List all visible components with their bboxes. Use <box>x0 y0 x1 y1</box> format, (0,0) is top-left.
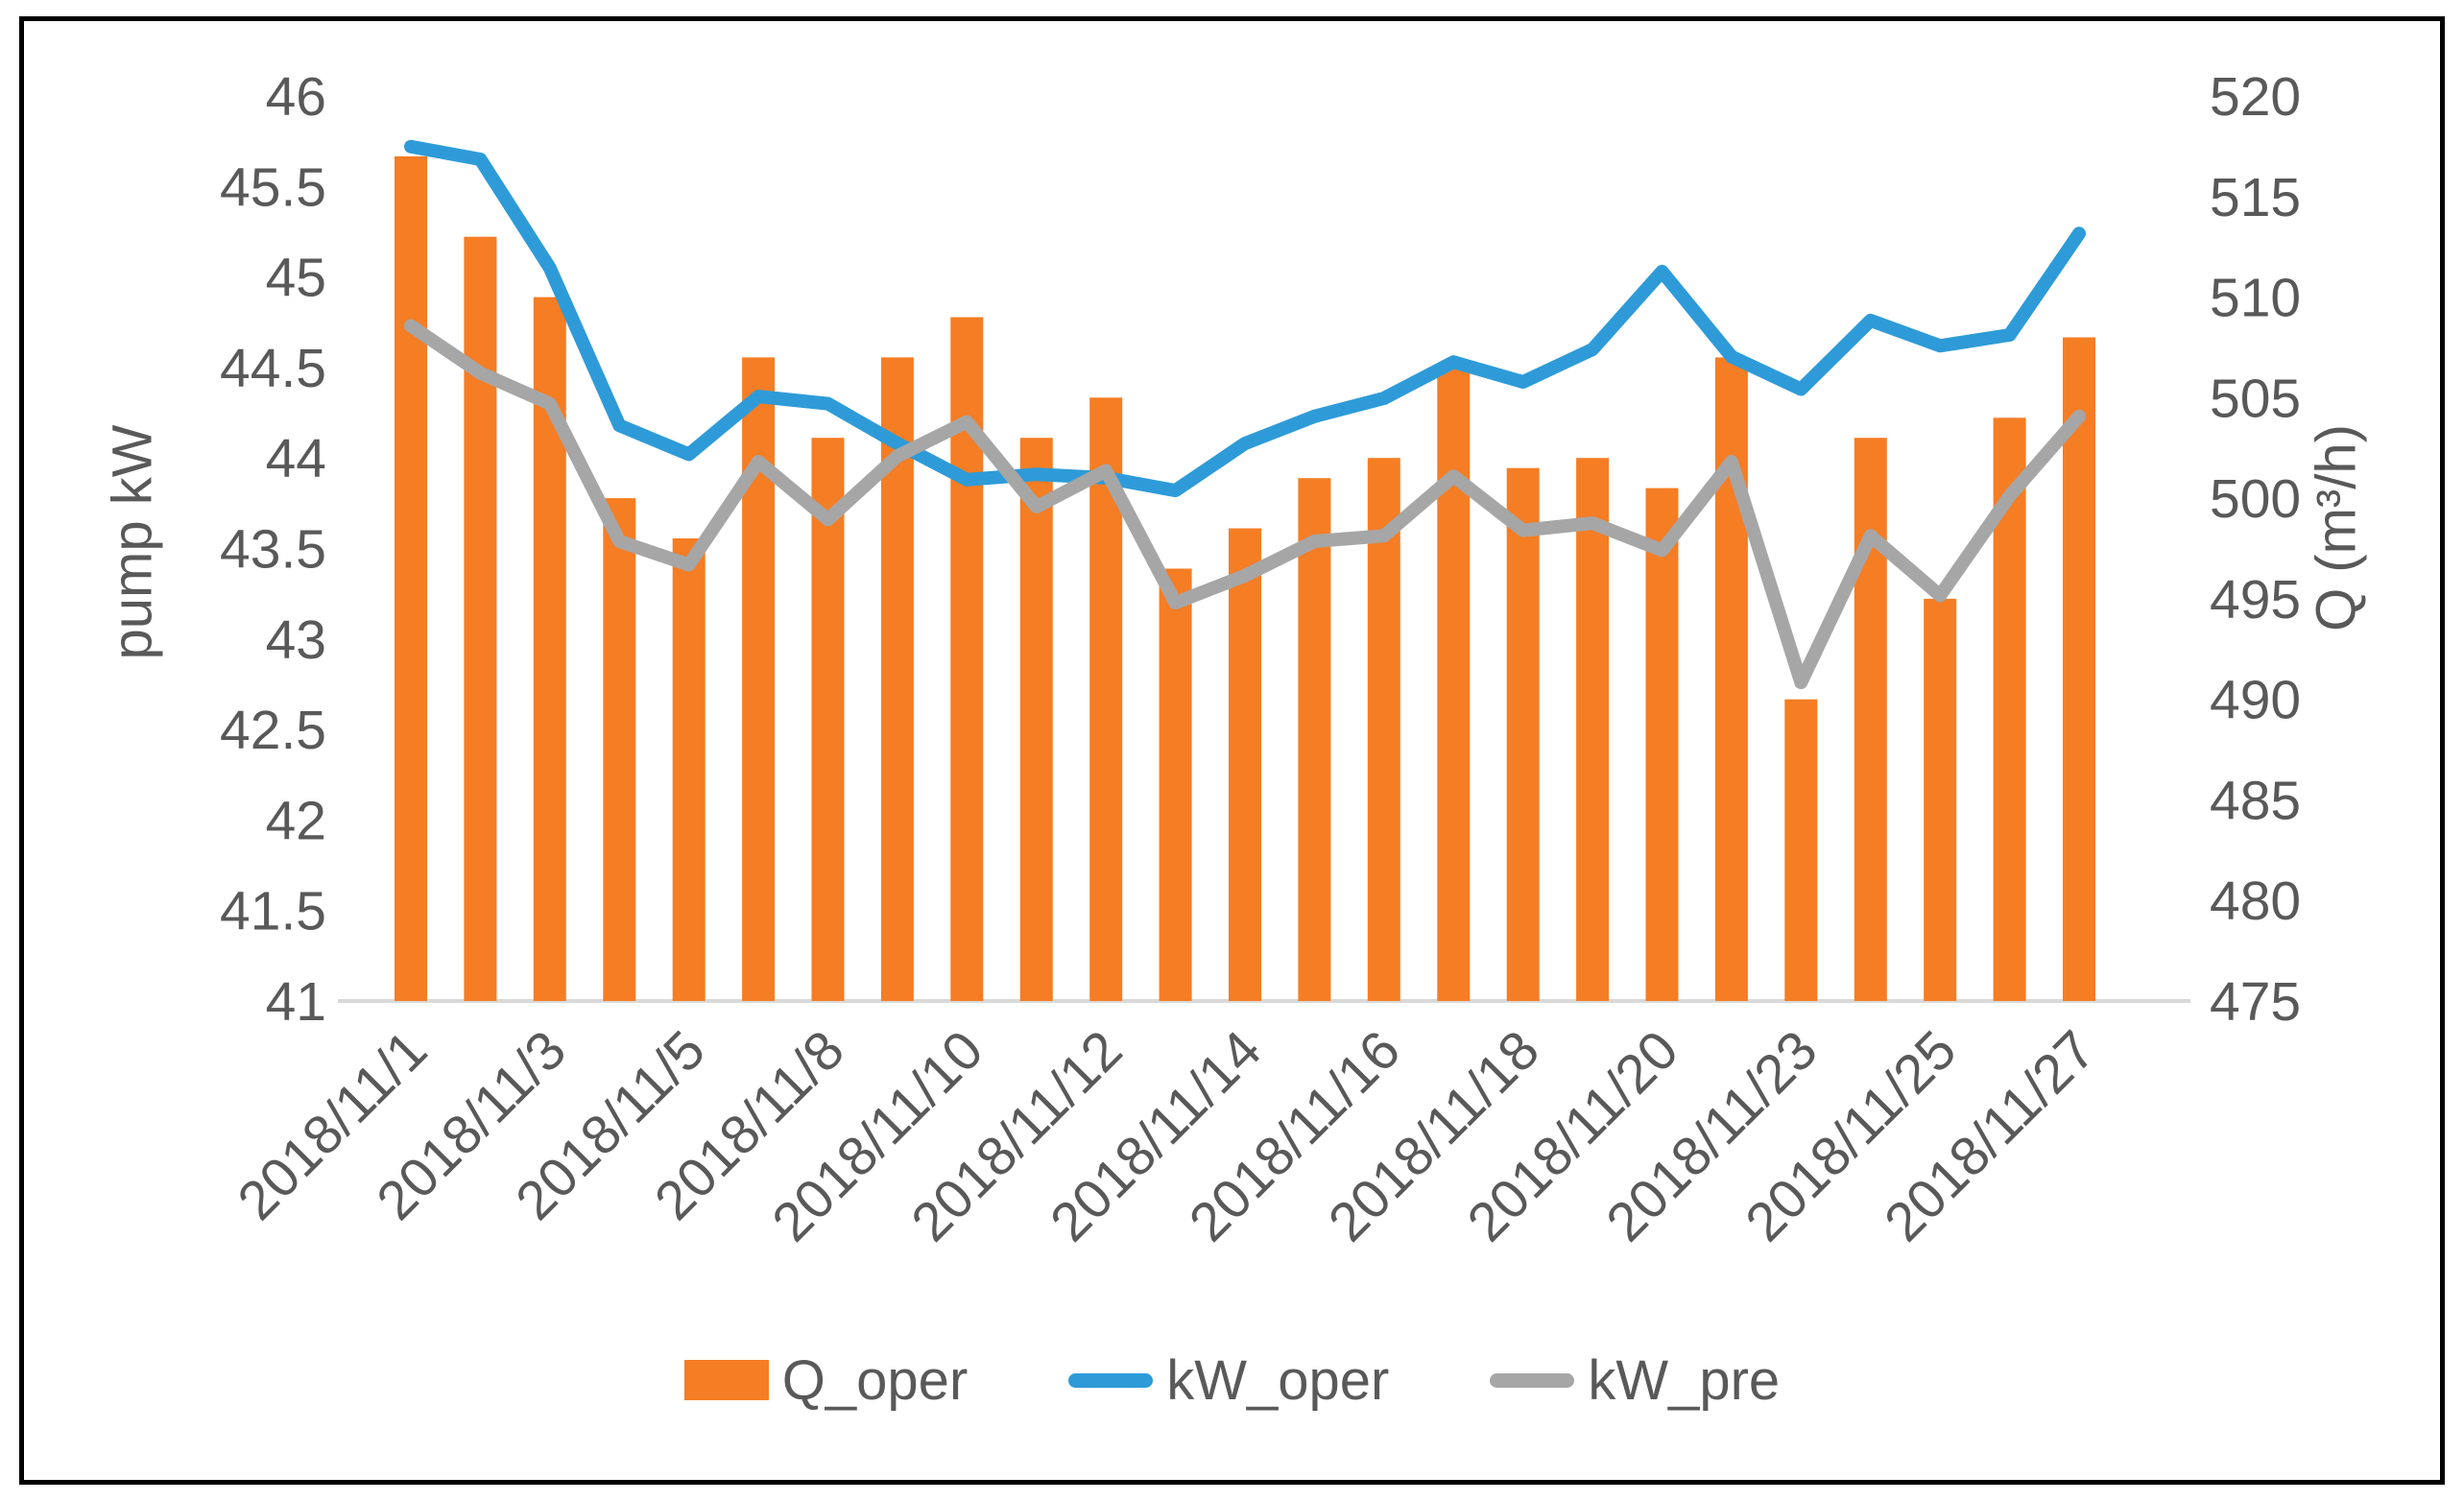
right-axis-title: Q (m³/h) <box>2305 424 2368 631</box>
left-axis-title: pump kW <box>101 424 164 660</box>
left-axis-ticks: 46 45.5 45 44.5 44 43.5 43 42.5 42 41.5 41 <box>220 66 326 1033</box>
svg-text:520: 520 <box>2210 66 2301 128</box>
svg-text:500: 500 <box>2210 468 2301 530</box>
kw-pre-line-swatch-icon <box>1490 1372 1575 1388</box>
legend-label-kw-pre: kW_pre <box>1588 1348 1781 1412</box>
legend-item-kw-pre: kW_pre <box>1490 1348 1780 1413</box>
svg-text:44: 44 <box>266 428 326 489</box>
svg-text:495: 495 <box>2210 569 2301 631</box>
q-oper-bar-swatch-icon <box>683 1360 769 1400</box>
svg-text:490: 490 <box>2210 670 2301 731</box>
line-kW_oper <box>404 139 2086 498</box>
legend-item-q-oper: Q_oper <box>683 1348 969 1413</box>
kw-oper-line-swatch-icon <box>1068 1372 1154 1388</box>
svg-text:41.5: 41.5 <box>220 881 326 942</box>
svg-text:46: 46 <box>266 66 326 128</box>
svg-text:45: 45 <box>266 248 326 309</box>
legend-label-kw-oper: kW_oper <box>1166 1348 1390 1412</box>
svg-text:45.5: 45.5 <box>220 156 326 218</box>
legend: Q_oper kW_oper kW_pre <box>0 1342 2464 1418</box>
svg-text:44.5: 44.5 <box>220 338 326 399</box>
svg-text:42: 42 <box>266 790 326 851</box>
svg-text:505: 505 <box>2210 368 2301 429</box>
svg-text:43.5: 43.5 <box>220 519 326 581</box>
legend-label-q-oper: Q_oper <box>781 1348 969 1412</box>
svg-text:43: 43 <box>266 609 326 671</box>
right-axis-ticks: 520 515 510 505 500 495 490 485 480 475 <box>2210 66 2301 1033</box>
svg-text:42.5: 42.5 <box>220 700 326 761</box>
svg-text:41: 41 <box>266 971 326 1033</box>
svg-text:485: 485 <box>2210 770 2301 831</box>
x-axis-labels: 2018/11/12018/11/32018/11/52018/11/82018… <box>227 1019 2108 1253</box>
line-kW_pre <box>404 319 2086 690</box>
svg-text:515: 515 <box>2210 167 2301 228</box>
bars-q-oper <box>395 155 2095 1002</box>
svg-text:480: 480 <box>2210 870 2301 932</box>
svg-text:475: 475 <box>2210 971 2301 1033</box>
legend-item-kw-oper: kW_oper <box>1068 1348 1389 1413</box>
svg-text:510: 510 <box>2210 268 2301 329</box>
